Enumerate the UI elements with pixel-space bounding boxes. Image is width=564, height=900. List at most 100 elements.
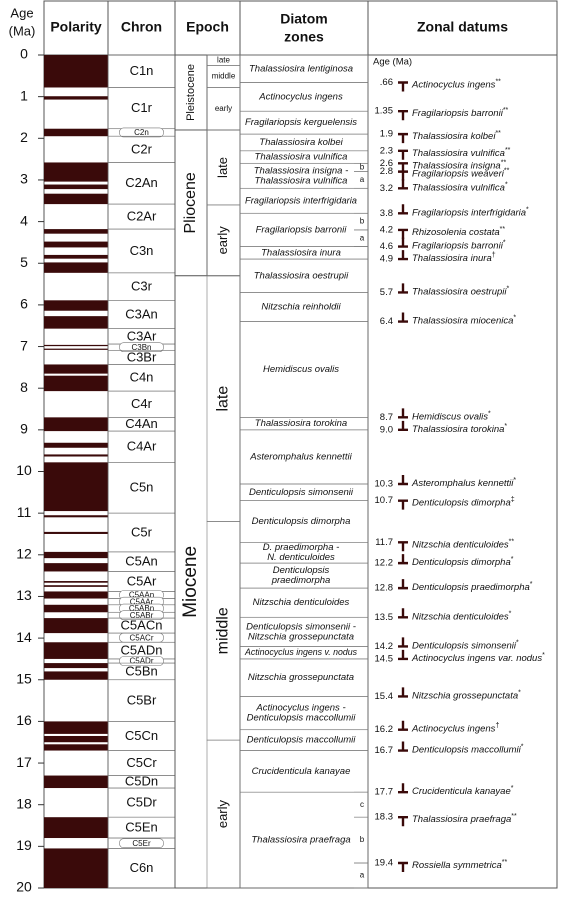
chron-label: C5ABn [129,604,154,613]
datum-name: Thalassiosira oestrupii [412,286,507,297]
normal-polarity-band [44,262,108,273]
age-tick-label: 15 [16,670,32,686]
datum-age: 6.4 [380,316,393,327]
normal-polarity-band [44,300,108,311]
datum-note: † [492,252,496,259]
subepoch-label: late [215,157,230,178]
age-tick-label: 3 [20,171,28,187]
datum-age: 1.9 [380,129,393,140]
datum-note: † [495,723,499,730]
normal-polarity-band [44,744,108,751]
subepoch-label: early [215,799,230,828]
datum-marker [398,637,408,648]
datum-marker [398,81,408,92]
age-tick-label: 17 [16,754,32,770]
datum-label: Thalassiosira inura† [412,252,496,264]
datum-age: 13.5 [375,612,394,623]
zone-name: Denticulopsis maccollumii [247,713,357,724]
datum-note: ** [503,107,509,114]
datum-name: Fragilariopsis barronii [412,108,504,119]
datum-name: Thalassiosira praefraga [412,814,511,825]
zone-name: Actinocyclus ingens - [255,703,345,714]
datum-name: Denticulopsis dimorpha [412,497,511,508]
normal-polarity-band [44,442,108,448]
datum-name: Rhizosolenia costata [412,226,500,237]
datum-note: ** [509,538,515,545]
chron-label-box [119,127,164,138]
datum-name: Hemidiscus ovalis [412,411,488,422]
datum-age: 12.2 [375,558,394,569]
normal-polarity-band [44,55,108,88]
zone-name: Crucidenticula kanayae [252,766,351,777]
datum-marker [398,312,408,323]
column-header: Diatom [280,11,327,27]
datum-note: * [521,743,524,750]
zone-name: Denticulopsis dimorpha [252,516,351,527]
chron-label: C5AAr [130,597,154,606]
zone-name: Denticulopsis maccollumii [247,735,357,746]
zone-name: D. praedimorpha - [263,542,340,553]
subzone-label: a [360,175,365,184]
datum-name: Fragilariopsis interfrigidaria [412,207,526,218]
datum-name: Thalassiosira kolbei [412,131,496,142]
epoch-label: Miocene [180,546,201,618]
datum-marker [398,579,408,590]
datum-marker [398,149,408,160]
normal-polarity-band [44,344,108,347]
age-tick-label: 14 [16,629,32,645]
normal-polarity-band [44,671,108,680]
subzone-label: c [360,800,364,809]
datum-note: * [530,581,533,588]
normal-polarity-band [44,721,108,734]
chron-label: C5Cr [126,755,157,770]
datum-marker [398,283,408,294]
datum-age: 2.8 [380,166,393,177]
zone-name: Nitzschia reinholdii [261,301,341,312]
datum-name: Rossiella symmetrica [412,860,502,871]
datum-age: 5.7 [380,287,393,298]
datum-marker [398,110,408,121]
chron-label: C2Ar [127,209,157,224]
zone-name: Denticulopsis simonsenii - [246,621,356,632]
normal-polarity-band [44,817,108,839]
datum-name: Fragilariopsis weaveri [412,168,505,179]
datum-note: * [513,314,516,321]
zone-name: Actinocyclus ingens v. nodus [244,647,357,658]
datum-name: Fragilariopsis barronii [412,240,504,251]
datum-label: Actinocyclus ingens† [411,723,499,735]
chron-label: C4r [131,396,153,411]
chron-label: C6n [130,860,154,875]
datum-label: Thalassiosira miocenica* [412,314,516,326]
chron-label: C3Br [127,349,157,364]
datum-label: Fragilariopsis barronii** [412,107,509,119]
column-header: Zonal datums [417,19,508,35]
datum-age: 18.3 [375,812,394,823]
datum-name: Thalassiosira inura [412,253,492,264]
chron-label-box [119,610,164,620]
zone-name: Thalassiosira oestrupii [254,270,349,281]
chron-label: C4An [125,416,158,431]
datum-label: Thalassiosira kolbei** [412,130,501,142]
chron-label: C5En [125,820,158,835]
datum-note: * [507,285,510,292]
datum-note: ** [504,167,510,174]
age-tick-label: 9 [20,421,28,437]
datum-marker [398,541,408,552]
datum-marker [398,474,408,486]
datum-age: 12.8 [375,583,394,594]
chron-label: C3Bn [131,343,151,352]
subzone-label: a [360,871,365,880]
chron-label: C5r [131,524,153,539]
datum-name: Actinocyclus ingens [411,723,496,734]
normal-polarity-band [44,316,108,329]
datum-age: 3.8 [380,208,393,219]
normal-polarity-band [44,591,108,599]
datum-note: ** [495,78,501,85]
age-tick-label: 1 [20,87,28,103]
chron-label: C5Br [127,693,157,708]
datum-age: 19.4 [375,858,394,869]
normal-polarity-band [44,184,108,190]
datum-age: 14.5 [375,653,394,664]
datum-note: ** [505,147,511,154]
